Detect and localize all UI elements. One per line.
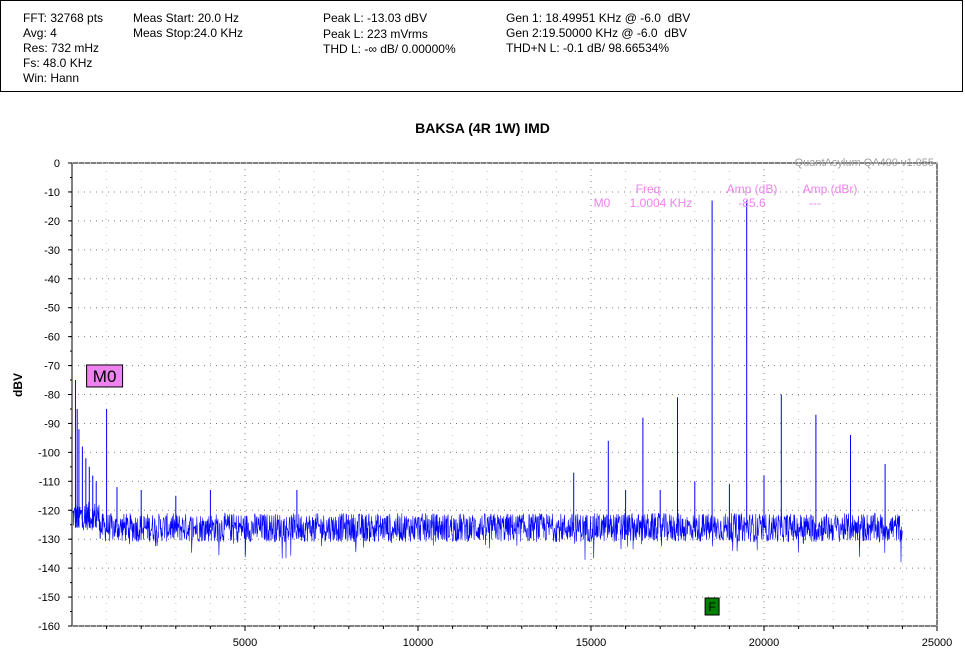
thd-readout: THD L: -∞ dB/ 0.00000% bbox=[323, 42, 456, 56]
fft-points: FFT: 32768 pts bbox=[23, 11, 104, 25]
meas-stop: Meas Stop:24.0 KHz bbox=[133, 26, 244, 40]
watermark: QuantAsylum QA400 v1.055 bbox=[795, 157, 934, 169]
y-tick-label: -100 bbox=[38, 447, 60, 459]
peak-mvrms: Peak L: 223 mVrms bbox=[323, 27, 428, 41]
marker-readout-value: M0 bbox=[594, 196, 611, 210]
y-tick-label: -140 bbox=[38, 563, 60, 575]
y-tick-label: -120 bbox=[38, 505, 60, 517]
generator-readouts: Gen 1: 18.49951 KHz @ -6.0 dBV Gen 2:19.… bbox=[506, 11, 690, 56]
y-tick-label: -40 bbox=[44, 274, 60, 286]
peak-readouts: Peak L: -13.03 dBV Peak L: 223 mVrms THD… bbox=[323, 11, 456, 57]
thdn-readout: THD+N L: -0.1 dB/ 98.66534% bbox=[506, 41, 670, 55]
f-marker-box bbox=[704, 597, 720, 616]
window-type: Win: Hann bbox=[23, 71, 80, 85]
marker-readout-header: Amp (dB) bbox=[727, 182, 778, 196]
marker-box bbox=[86, 364, 124, 388]
measurement-range: Meas Start: 20.0 Hz Meas Stop:24.0 KHz bbox=[133, 11, 243, 41]
x-tick-label: 15000 bbox=[576, 637, 607, 649]
x-tick-label: 10000 bbox=[403, 637, 434, 649]
y-tick-label: -80 bbox=[44, 390, 60, 402]
marker-readout-value: 1.0004 KHz bbox=[630, 196, 693, 210]
x-tick-label: 25000 bbox=[922, 637, 953, 649]
meas-start: Meas Start: 20.0 Hz bbox=[133, 11, 240, 25]
y-tick-label: 0 bbox=[54, 158, 60, 170]
chart-title: BAKSA (4R 1W) IMD bbox=[415, 120, 550, 136]
peak-dbv: Peak L: -13.03 dBV bbox=[323, 11, 428, 25]
y-tick-label: -50 bbox=[44, 303, 60, 315]
y-tick-label: -20 bbox=[44, 216, 60, 228]
y-tick-label: -70 bbox=[44, 361, 60, 373]
marker-readout-header: Amp (dBr) bbox=[803, 182, 858, 196]
y-tick-label: -160 bbox=[38, 621, 60, 633]
x-tick-label: 20000 bbox=[749, 637, 780, 649]
marker-label: M0 bbox=[93, 367, 117, 386]
gen2: Gen 2:19.50000 KHz @ -6.0 dBV bbox=[506, 26, 687, 40]
y-tick-label: -30 bbox=[44, 245, 60, 257]
x-tick-label: 5000 bbox=[233, 637, 257, 649]
y-tick-label: -10 bbox=[44, 187, 60, 199]
fft-settings: FFT: 32768 pts Avg: 4 Res: 732 mHz Fs: 4… bbox=[23, 11, 103, 86]
resolution: Res: 732 mHz bbox=[23, 41, 100, 55]
marker-readout-header: Freq bbox=[636, 182, 661, 196]
f-marker-label: F bbox=[708, 600, 715, 614]
gen1: Gen 1: 18.49951 KHz @ -6.0 dBV bbox=[506, 11, 691, 25]
y-tick-label: -130 bbox=[38, 534, 60, 546]
y-tick-label: -110 bbox=[39, 476, 60, 488]
measurement-header: FFT: 32768 pts Avg: 4 Res: 732 mHz Fs: 4… bbox=[0, 0, 963, 92]
marker-readout-value: -85.6 bbox=[738, 196, 766, 210]
y-tick-label: -60 bbox=[44, 332, 60, 344]
averages: Avg: 4 bbox=[23, 26, 57, 40]
y-tick-label: -90 bbox=[44, 418, 60, 430]
marker-readout-value: --- bbox=[809, 196, 821, 210]
sample-rate: Fs: 48.0 KHz bbox=[23, 56, 93, 70]
y-tick-label: -150 bbox=[38, 592, 60, 604]
